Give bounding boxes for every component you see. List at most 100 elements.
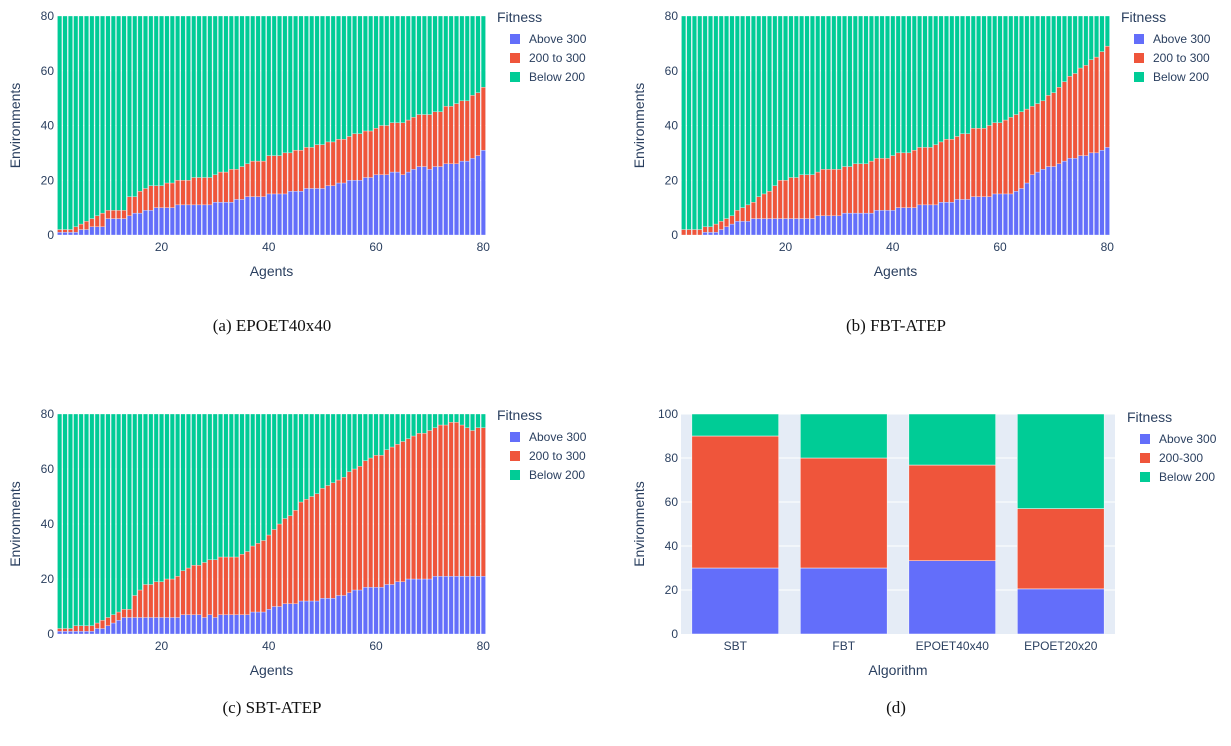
bar-above-300 — [164, 617, 170, 635]
bar-below-200 — [143, 15, 148, 189]
x-tick-label: EPOET20x20 — [1024, 639, 1098, 653]
bar-200-to-300 — [475, 92, 481, 156]
bar-above-300 — [885, 210, 890, 236]
bar-above-300 — [186, 204, 191, 236]
bar-above-300 — [202, 204, 207, 236]
bar-above-300 — [1017, 588, 1105, 635]
bar-below-200 — [895, 15, 901, 154]
bar-above-300 — [379, 174, 384, 236]
bar-above-300 — [454, 576, 459, 635]
bar-200-to-300 — [992, 122, 998, 195]
bar-above-300 — [282, 193, 288, 236]
bar-above-300 — [325, 185, 331, 236]
bar-below-200 — [148, 15, 154, 186]
legend-label: Below 200 — [529, 70, 585, 84]
bar-200-to-300 — [223, 556, 229, 615]
bar-below-200 — [697, 15, 703, 230]
bar-above-300 — [234, 199, 239, 236]
legend-swatch — [1140, 453, 1150, 463]
bar-200-to-300 — [724, 218, 729, 227]
bar-below-200 — [922, 15, 928, 148]
bar-below-200 — [1024, 15, 1030, 110]
bar-200-to-300 — [309, 147, 315, 189]
bar-below-200 — [73, 15, 79, 227]
y-axis-title: Environments — [7, 83, 23, 169]
bar-200-to-300 — [427, 114, 433, 170]
bar-200-to-300 — [879, 158, 885, 211]
bar-below-200 — [960, 15, 965, 134]
bar-above-300 — [362, 587, 368, 635]
bar-below-200 — [352, 15, 357, 134]
bar-above-300 — [427, 578, 433, 635]
bar-200-to-300 — [137, 191, 143, 214]
bar-above-300 — [1029, 174, 1035, 236]
bar-200-to-300 — [1019, 111, 1024, 189]
legend-swatch — [1134, 34, 1144, 44]
bar-200-to-300 — [287, 152, 293, 192]
bar-200-to-300 — [169, 182, 175, 208]
bar-200-to-300 — [293, 510, 298, 604]
bar-below-200 — [169, 413, 175, 580]
bar-200-to-300 — [89, 625, 95, 632]
bar-below-200 — [1104, 15, 1110, 47]
x-tick-label: 60 — [369, 639, 383, 653]
bar-above-300 — [94, 628, 100, 635]
bar-above-300 — [212, 201, 218, 236]
bar-200-to-300 — [788, 177, 794, 219]
bar-200-to-300 — [282, 518, 288, 604]
bar-200-to-300 — [379, 125, 384, 175]
bar-below-200 — [143, 413, 148, 585]
bar-200-to-300 — [159, 581, 164, 618]
x-axis-title: Agents — [874, 263, 918, 279]
legend: Fitness Above 300 200 to 300 Below 200 — [1121, 9, 1211, 84]
bar-below-200 — [686, 15, 692, 230]
bar-above-300 — [400, 174, 406, 236]
bar-above-300 — [954, 199, 960, 236]
bars — [57, 15, 486, 236]
bar-above-300 — [395, 581, 400, 635]
bar-below-200 — [1040, 15, 1046, 102]
bar-below-200 — [68, 15, 73, 230]
y-tick-label: 0 — [671, 228, 678, 242]
x-tick-label: 40 — [262, 639, 276, 653]
bar-200-to-300 — [411, 117, 416, 170]
bar-200-to-300 — [928, 147, 933, 206]
bar-above-300 — [148, 210, 154, 236]
chart-panel-d: SBT FBT EPOET40x40 EPOET20x20 0 20 40 60 80 100 Al… — [631, 407, 1217, 717]
legend: Fitness Above 300 200 to 300 Below 200 — [497, 9, 587, 84]
bar-above-300 — [464, 160, 470, 236]
bar-above-300 — [1008, 193, 1014, 236]
bar-200-to-300 — [384, 125, 390, 175]
bar-above-300 — [127, 617, 132, 635]
bar-above-300 — [293, 191, 298, 236]
bar-above-300 — [159, 207, 164, 236]
bar-200-to-300 — [159, 185, 164, 208]
bar-below-200 — [218, 15, 223, 173]
bar-above-300 — [298, 191, 304, 236]
bar-200-to-300 — [906, 152, 912, 208]
bar-200-to-300 — [874, 158, 880, 211]
bar-below-200 — [443, 15, 449, 107]
bar-200-to-300 — [981, 128, 987, 197]
bar-above-300 — [1094, 152, 1099, 236]
chart-panel-c: 20 40 60 80 0 20 40 60 80 Agents Environments Fitne… — [7, 407, 587, 717]
bar-above-300 — [395, 171, 400, 236]
bar-200-to-300 — [1056, 87, 1062, 164]
x-tick-label: 80 — [1101, 240, 1115, 254]
bar-200-to-300 — [212, 174, 218, 203]
bar-below-200 — [121, 15, 127, 211]
bar-200-to-300 — [245, 551, 250, 615]
bar-below-200 — [395, 15, 400, 123]
bar-200-300 — [1017, 508, 1105, 590]
bar-above-300 — [84, 631, 89, 635]
bar-below-200 — [282, 15, 288, 154]
bar-below-200 — [908, 413, 996, 466]
bar-below-200 — [944, 15, 949, 140]
bar-200-to-300 — [346, 471, 352, 593]
bar-above-300 — [917, 204, 922, 236]
bar-above-300 — [89, 631, 95, 635]
bar-above-300 — [368, 177, 374, 236]
bar-above-300 — [153, 617, 159, 635]
bar-above-300 — [245, 614, 250, 635]
bar-above-300 — [373, 174, 379, 236]
